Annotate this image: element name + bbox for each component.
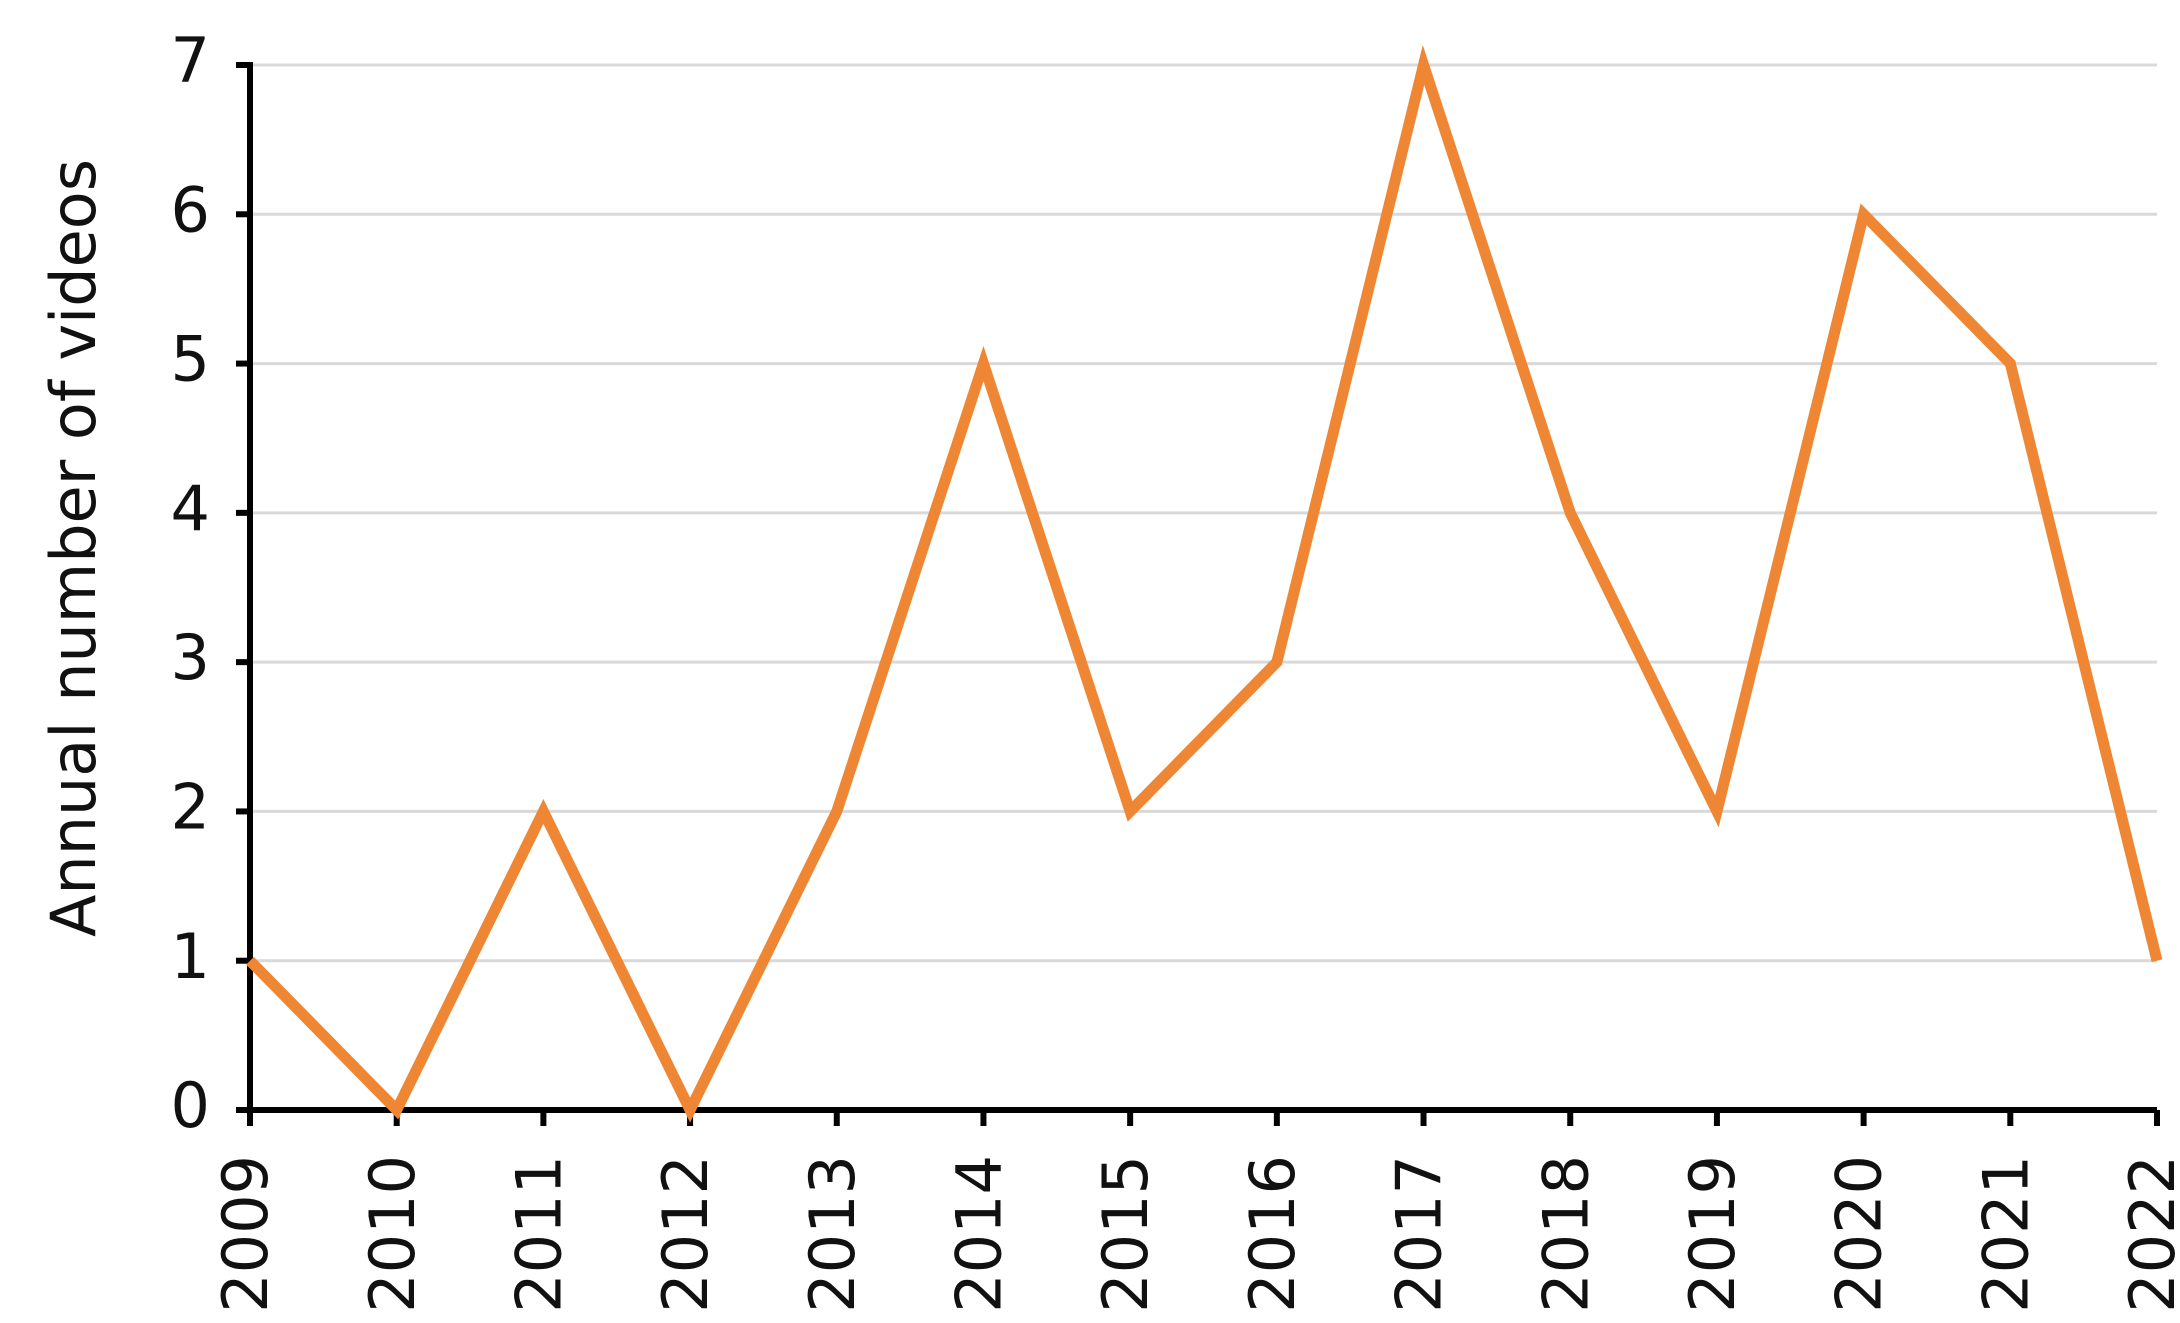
x-tick-label: 2015: [1089, 1155, 1162, 1313]
x-tick-label: 2012: [649, 1155, 722, 1313]
x-tick-label: 2020: [1823, 1155, 1896, 1313]
x-tick-label: 2018: [1529, 1155, 1602, 1313]
y-tick-label: 2: [171, 771, 210, 844]
y-tick-label: 1: [171, 920, 210, 993]
y-tick-label: 4: [171, 472, 210, 545]
y-tick-label: 3: [171, 621, 210, 694]
x-tick-label: 2009: [209, 1155, 282, 1313]
x-tick-label: 2014: [943, 1155, 1016, 1313]
x-tick-label: 2010: [356, 1155, 429, 1313]
y-tick-label: 5: [171, 323, 210, 396]
data-line: [246, 45, 2163, 1123]
y-tick-label: 7: [171, 24, 210, 97]
x-tick-label: 2017: [1383, 1155, 1456, 1313]
x-tick-label: 2011: [502, 1155, 575, 1313]
y-tick-label: 6: [171, 173, 210, 246]
x-tick-label: 2019: [1676, 1155, 1749, 1313]
x-tick-label: 2022: [2116, 1155, 2180, 1313]
x-tick-label: 2016: [1236, 1155, 1309, 1313]
y-axis-title: Annual number of videos: [37, 159, 110, 937]
x-tick-label: 2021: [1969, 1155, 2042, 1313]
y-tick-label: 0: [171, 1069, 210, 1142]
x-tick-label: 2013: [796, 1155, 869, 1313]
